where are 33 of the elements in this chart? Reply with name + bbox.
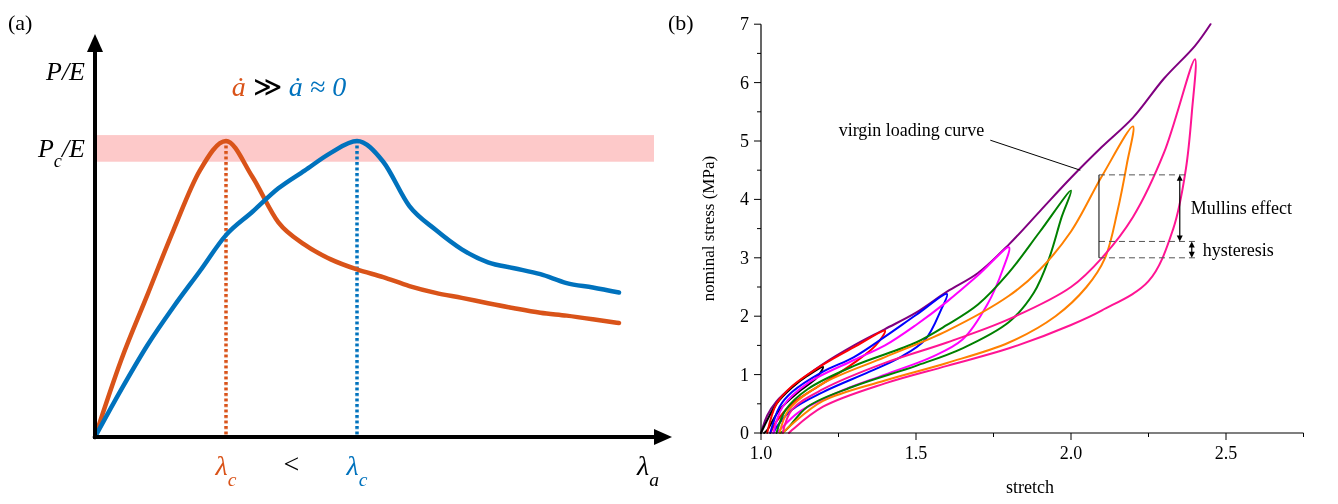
band-label: P$_{c}$/E bbox=[36, 134, 86, 172]
x-tick-label: 2.5 bbox=[1214, 443, 1238, 463]
line-series bbox=[772, 246, 1011, 434]
y-tick-label: 6 bbox=[740, 72, 749, 93]
line-series bbox=[775, 189, 1072, 434]
text: < bbox=[283, 448, 300, 479]
x-tick-label: λ$_{c}$ bbox=[214, 450, 237, 490]
y-axis-title: P/E bbox=[45, 57, 86, 86]
line-series bbox=[778, 125, 1135, 434]
x-tick-label: 1.0 bbox=[749, 443, 773, 463]
annotation: Mullins effect bbox=[1190, 198, 1292, 219]
line-series bbox=[766, 329, 886, 434]
text: ȧ bbox=[231, 71, 246, 102]
x-axis-title: stretch bbox=[1006, 477, 1054, 497]
chart-title: (a) bbox=[8, 10, 33, 35]
y-tick-label: 2 bbox=[740, 306, 749, 327]
chart-title: (b) bbox=[668, 10, 694, 35]
annotation: hysteresis bbox=[1202, 239, 1274, 260]
y-tick-label: 0 bbox=[740, 423, 749, 443]
y-tick-label: 4 bbox=[740, 189, 749, 210]
x-axis-title: λ$_{a}$ bbox=[636, 450, 660, 490]
y-tick-label: 7 bbox=[740, 14, 749, 35]
line-series bbox=[769, 293, 948, 434]
x-tick-label: 2.0 bbox=[1059, 443, 1083, 463]
y-axis-title: nominal stress (MPa) bbox=[699, 155, 718, 302]
y-tick-label: 3 bbox=[740, 247, 749, 268]
annotation: virgin loading curve bbox=[838, 120, 985, 141]
y-tick-label: 5 bbox=[740, 131, 749, 151]
x-tick-label: 1.5 bbox=[904, 443, 928, 463]
text: ≫ bbox=[245, 71, 282, 102]
y-tick-label: 1 bbox=[740, 364, 749, 385]
x-tick-label: λ$_{c}$ bbox=[345, 450, 368, 490]
text: ȧ ≈ 0 bbox=[281, 71, 347, 102]
